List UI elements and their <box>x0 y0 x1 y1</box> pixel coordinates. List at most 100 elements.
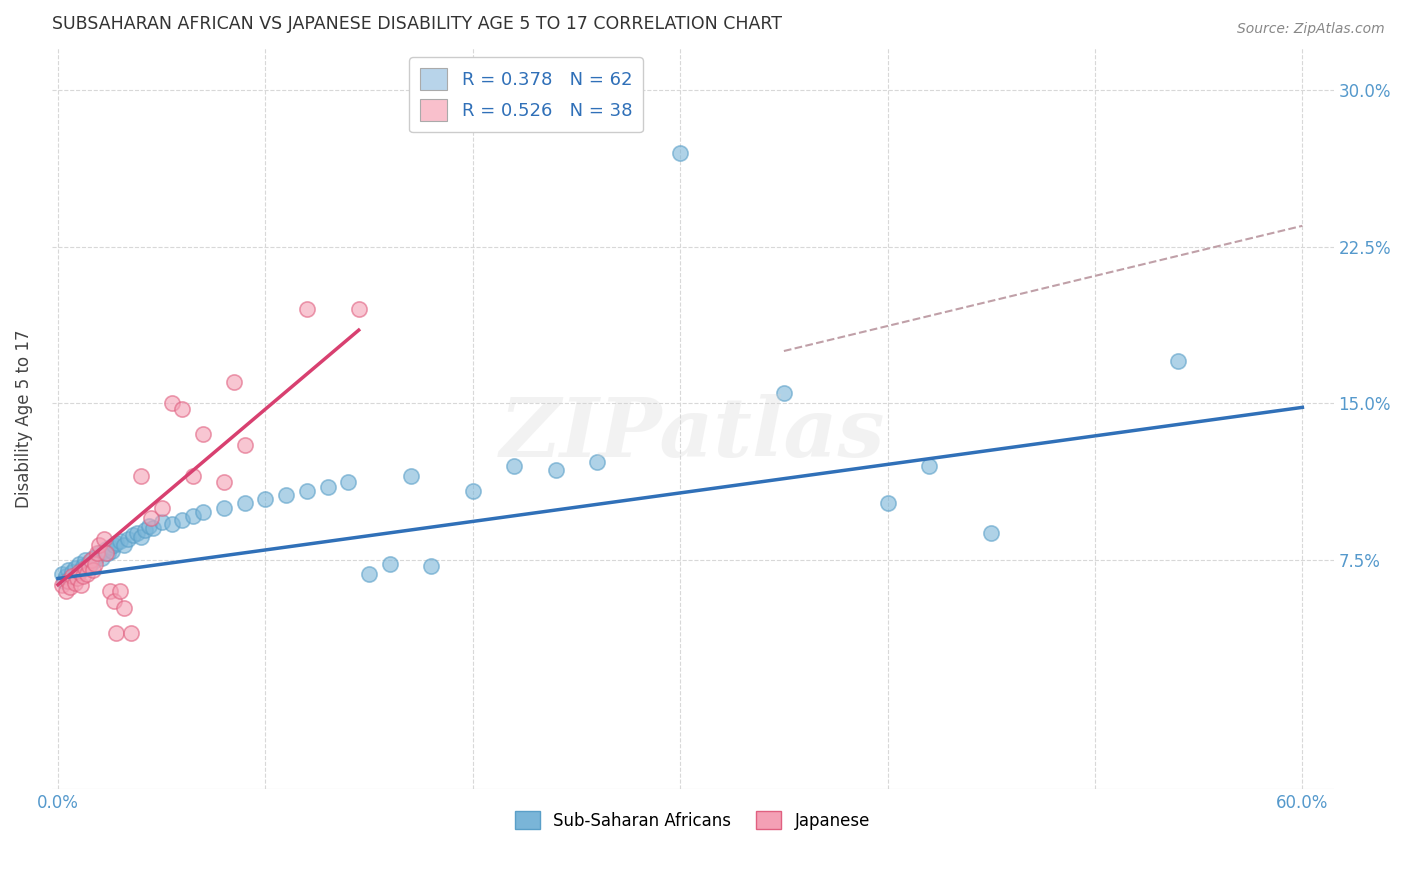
Point <box>66 572 89 586</box>
Point <box>63 575 86 590</box>
Point <box>212 475 235 490</box>
Point <box>69 563 91 577</box>
Point <box>77 555 100 569</box>
Point <box>337 475 360 490</box>
Point <box>82 550 104 565</box>
Point <box>77 558 100 573</box>
Point <box>773 385 796 400</box>
Point <box>103 538 125 552</box>
Point <box>669 145 692 160</box>
Point <box>108 584 131 599</box>
Point <box>80 557 103 571</box>
Point <box>97 546 120 560</box>
Point <box>82 563 104 577</box>
Point <box>72 569 94 583</box>
Point <box>94 546 117 560</box>
Point <box>51 578 73 592</box>
Point <box>191 505 214 519</box>
Point <box>86 549 108 563</box>
Point <box>316 480 339 494</box>
Point <box>125 525 148 540</box>
Point <box>98 584 121 599</box>
Point <box>103 594 125 608</box>
Point <box>58 563 80 577</box>
Point <box>224 376 246 390</box>
Point <box>461 483 484 498</box>
Point <box>105 625 128 640</box>
Text: SUBSAHARAN AFRICAN VS JAPANESE DISABILITY AGE 5 TO 17 CORRELATION CHART: SUBSAHARAN AFRICAN VS JAPANESE DISABILIT… <box>52 15 782 33</box>
Point <box>876 496 898 510</box>
Point <box>89 546 111 560</box>
Point <box>55 569 77 583</box>
Point <box>105 536 128 550</box>
Point <box>89 538 111 552</box>
Point <box>503 458 526 473</box>
Point <box>420 558 443 573</box>
Point <box>295 302 318 317</box>
Point <box>62 569 84 583</box>
Point <box>181 469 204 483</box>
Point <box>72 558 94 573</box>
Point <box>112 600 135 615</box>
Point <box>359 567 381 582</box>
Point <box>69 578 91 592</box>
Point <box>399 469 422 483</box>
Point <box>160 396 183 410</box>
Point <box>76 561 98 575</box>
Point <box>76 567 98 582</box>
Point <box>191 427 214 442</box>
Legend: Sub-Saharan Africans, Japanese: Sub-Saharan Africans, Japanese <box>509 805 877 837</box>
Point <box>150 500 173 515</box>
Point <box>160 517 183 532</box>
Point <box>59 572 82 586</box>
Point <box>295 483 318 498</box>
Point <box>134 524 156 538</box>
Point <box>129 530 152 544</box>
Point <box>53 574 76 588</box>
Point <box>138 519 160 533</box>
Point <box>1167 354 1189 368</box>
Point <box>73 552 96 566</box>
Point <box>212 500 235 515</box>
Point <box>55 584 77 599</box>
Point <box>172 513 194 527</box>
Point <box>181 508 204 523</box>
Point <box>84 552 107 566</box>
Point <box>67 565 90 579</box>
Point <box>120 625 142 640</box>
Point <box>80 552 103 566</box>
Point <box>62 565 84 579</box>
Y-axis label: Disability Age 5 to 17: Disability Age 5 to 17 <box>15 329 32 508</box>
Point <box>254 492 277 507</box>
Point <box>150 515 173 529</box>
Point <box>129 469 152 483</box>
Point <box>67 557 90 571</box>
Point <box>101 544 124 558</box>
Point <box>980 525 1002 540</box>
Point <box>86 546 108 560</box>
Point <box>90 550 112 565</box>
Text: ZIPatlas: ZIPatlas <box>501 393 886 474</box>
Point <box>108 533 131 548</box>
Point <box>586 454 609 468</box>
Point <box>59 580 82 594</box>
Text: Source: ZipAtlas.com: Source: ZipAtlas.com <box>1237 22 1385 37</box>
Point <box>98 540 121 554</box>
Point <box>94 542 117 557</box>
Point <box>51 567 73 582</box>
Point <box>172 402 194 417</box>
Point <box>347 302 370 317</box>
Point <box>93 544 115 558</box>
Point <box>378 557 401 571</box>
Point <box>142 521 165 535</box>
Point <box>544 463 567 477</box>
Point <box>84 557 107 571</box>
Point <box>66 567 89 582</box>
Point <box>117 532 139 546</box>
Point <box>58 574 80 588</box>
Point <box>93 532 115 546</box>
Point <box>73 561 96 575</box>
Point <box>233 438 256 452</box>
Point <box>918 458 941 473</box>
Point <box>233 496 256 510</box>
